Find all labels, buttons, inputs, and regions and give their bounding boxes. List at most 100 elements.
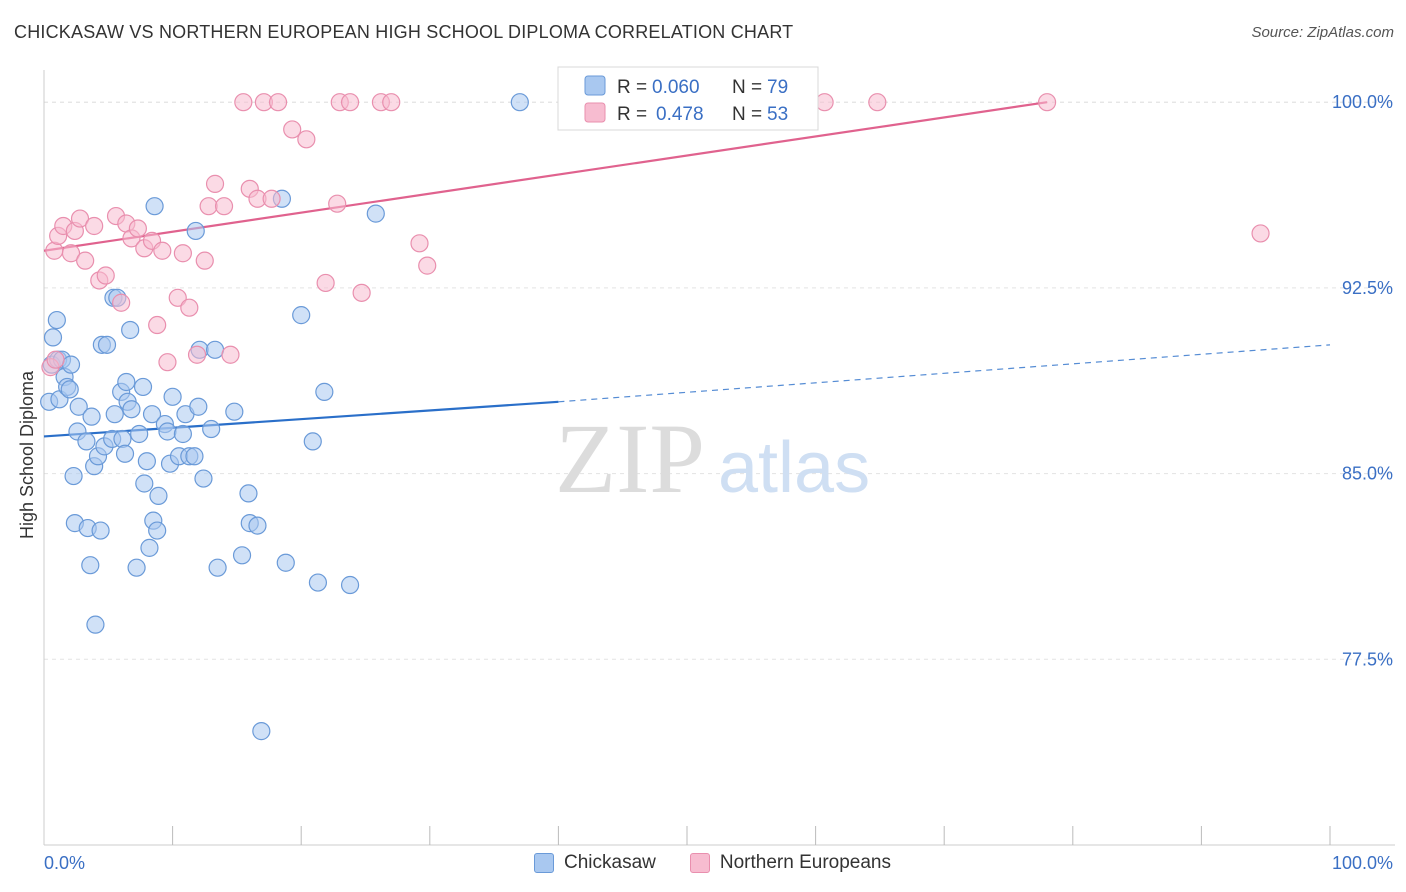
data-point — [69, 397, 88, 416]
y-axis-label: High School Diploma — [17, 370, 37, 539]
y-tick-label: 100.0% — [1332, 92, 1393, 112]
watermark-atlas: atlas — [718, 428, 870, 508]
data-point — [308, 573, 328, 592]
x-tick-label-0: 0.0% — [44, 853, 85, 873]
data-point — [315, 382, 334, 401]
legend-swatch — [689, 853, 710, 873]
data-point — [133, 377, 153, 397]
data-point — [60, 380, 79, 399]
data-point — [221, 345, 240, 364]
data-point — [82, 407, 101, 426]
data-point — [195, 251, 214, 270]
data-point — [239, 484, 258, 503]
data-point — [122, 400, 141, 419]
data-point — [232, 546, 252, 565]
data-point — [208, 558, 227, 577]
data-point — [815, 93, 834, 112]
data-point — [137, 452, 156, 471]
legend-n-value-1: 79 — [767, 77, 788, 98]
data-point — [86, 615, 105, 634]
y-tick-label: 92.5% — [1342, 278, 1393, 298]
data-point — [382, 93, 401, 112]
x-tick-label-1: 100.0% — [1332, 853, 1393, 873]
data-point — [61, 244, 81, 263]
data-point — [268, 93, 288, 112]
data-point — [47, 310, 66, 330]
data-point — [85, 216, 104, 236]
data-point — [187, 345, 207, 364]
data-point — [262, 189, 281, 208]
legend-r-label-2: R = — [617, 104, 647, 125]
legend-n-label-1: N = — [732, 77, 762, 98]
data-point — [148, 315, 167, 335]
data-point — [113, 429, 132, 449]
trend-layer — [43, 101, 1331, 438]
legend-n-value-2: 53 — [767, 104, 788, 125]
watermark-zip: ZIP — [555, 403, 705, 514]
data-point — [340, 575, 360, 595]
data-point — [418, 256, 437, 275]
data-point — [199, 197, 218, 216]
data-point — [303, 432, 322, 451]
correlation-legend: R = 0.060 N = 79 R = 0.478 N = 53 — [557, 66, 819, 131]
legend-n-label-2: N = — [732, 104, 762, 125]
data-point — [297, 130, 316, 149]
data-point — [234, 93, 253, 112]
data-point — [205, 174, 225, 193]
data-point — [127, 558, 146, 577]
data-point — [142, 405, 162, 424]
data-point — [135, 474, 154, 493]
data-point — [145, 197, 164, 216]
data-point — [149, 486, 168, 505]
data-point — [128, 219, 147, 238]
data-point — [186, 221, 205, 241]
chart-title: CHICKASAW VS NORTHERN EUROPEAN HIGH SCHO… — [14, 22, 794, 42]
data-point — [185, 447, 204, 466]
data-point — [180, 298, 199, 317]
data-point — [252, 722, 271, 741]
legend-r-value-1: 0.060 — [652, 77, 700, 98]
data-point — [140, 538, 159, 557]
data-point — [173, 244, 192, 263]
data-point — [46, 350, 65, 369]
data-point — [202, 419, 221, 439]
data-point — [61, 355, 81, 374]
data-point — [158, 353, 177, 372]
data-point — [163, 387, 182, 406]
y-tick-label: 77.5% — [1342, 649, 1393, 669]
data-point — [868, 93, 887, 112]
data-point — [115, 444, 135, 463]
legend-item-chickasaw: Chickasaw — [534, 852, 656, 874]
data-point — [96, 266, 115, 285]
data-point — [189, 397, 208, 416]
data-point — [366, 204, 385, 223]
y-tick-label: 85.0% — [1342, 464, 1393, 484]
trend-line-solid — [43, 101, 1048, 252]
legend-swatch — [534, 853, 554, 873]
series-legend: Chickasaw Northern Europeans — [534, 852, 925, 874]
data-point — [70, 209, 90, 228]
data-point — [168, 288, 187, 307]
legend-item-northern-europeans: Northern Europeans — [689, 852, 891, 874]
legend-r-value-2: 0.478 — [656, 104, 704, 125]
data-point — [225, 402, 244, 421]
data-point — [292, 306, 311, 325]
data-point — [276, 553, 295, 572]
data-point — [158, 422, 177, 441]
data-point — [105, 405, 124, 424]
data-point — [328, 194, 347, 213]
data-point — [77, 432, 96, 451]
legend-swatch-northern-europeans — [584, 102, 606, 123]
legend-label-northern-europeans: Northern Europeans — [719, 852, 891, 873]
data-point — [214, 197, 234, 216]
source-label: Source: ZipAtlas.com — [1251, 24, 1394, 41]
data-point — [194, 469, 213, 488]
data-point — [43, 328, 63, 347]
data-point — [64, 466, 83, 486]
trend-line-solid — [43, 400, 559, 438]
data-point — [410, 234, 429, 253]
data-point — [153, 241, 172, 260]
data-point — [173, 424, 192, 444]
data-point — [248, 516, 267, 535]
legend-label-chickasaw: Chickasaw — [564, 852, 656, 873]
